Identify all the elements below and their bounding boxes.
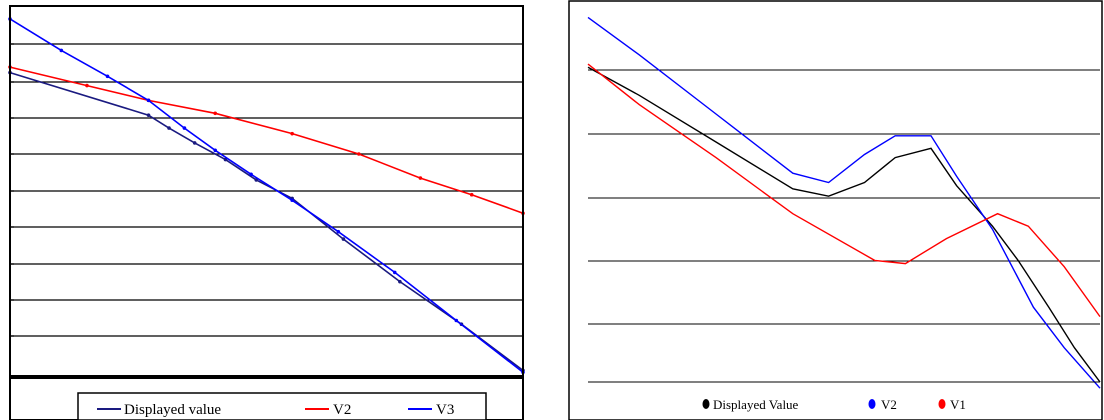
left-data-point — [469, 192, 474, 197]
right-outer-border — [568, 0, 1103, 420]
left-data-point — [398, 279, 402, 284]
left-data-point — [146, 98, 151, 103]
right-legend-marker-0 — [702, 399, 710, 409]
left-data-point — [341, 237, 346, 241]
right-legend-label-0: Displayed Value — [713, 397, 799, 412]
left-legend-label-1: V2 — [333, 402, 351, 418]
left-data-point — [213, 148, 217, 153]
right-series-lines — [587, 16, 1101, 389]
left-data-point — [167, 126, 171, 130]
left-data-point — [336, 229, 341, 234]
right-legend-marker-1 — [868, 399, 876, 409]
left-series-lines — [8, 17, 525, 375]
right-legend: Displayed Value V2 V1 — [702, 397, 966, 412]
left-data-point — [418, 176, 423, 180]
left-data-point — [59, 48, 64, 53]
left-chart-svg: Displayed value V2 V3 — [8, 5, 525, 420]
left-series-line-2 — [9, 18, 524, 373]
left-data-point — [454, 318, 459, 323]
left-data-point — [85, 83, 89, 88]
right-grid — [588, 69, 1100, 325]
left-data-point — [290, 198, 294, 203]
right-series-line-1 — [587, 16, 1101, 389]
left-data-point — [249, 172, 253, 177]
right-legend-marker-2 — [938, 399, 946, 409]
right-frame — [568, 0, 1103, 420]
right-chart-svg: Displayed Value V2 V1 — [568, 0, 1103, 420]
left-data-point — [105, 74, 110, 79]
left-data-point — [290, 131, 294, 136]
right-series-line-0 — [587, 66, 1101, 383]
left-plot-border — [9, 5, 524, 420]
right-legend-label-2: V1 — [950, 397, 966, 412]
left-chart: Displayed value V2 V3 — [0, 0, 532, 420]
left-data-point — [357, 152, 361, 156]
right-legend-label-1: V2 — [881, 397, 897, 412]
left-data-point — [182, 126, 187, 130]
left-legend-label-0: Displayed value — [124, 402, 221, 418]
left-legend-label-2: V3 — [436, 402, 454, 418]
left-data-point — [192, 141, 197, 145]
left-series-line-0 — [9, 71, 524, 372]
left-legend: Displayed value V2 V3 — [77, 392, 487, 420]
right-chart: Displayed Value V2 V1 — [568, 0, 1104, 420]
left-data-point — [213, 111, 217, 116]
left-frame — [9, 5, 524, 420]
right-series-line-2 — [587, 63, 1101, 318]
left-grid — [10, 43, 523, 337]
left-data-point — [146, 113, 151, 117]
left-legend-box — [77, 392, 487, 420]
left-data-point — [392, 270, 397, 275]
